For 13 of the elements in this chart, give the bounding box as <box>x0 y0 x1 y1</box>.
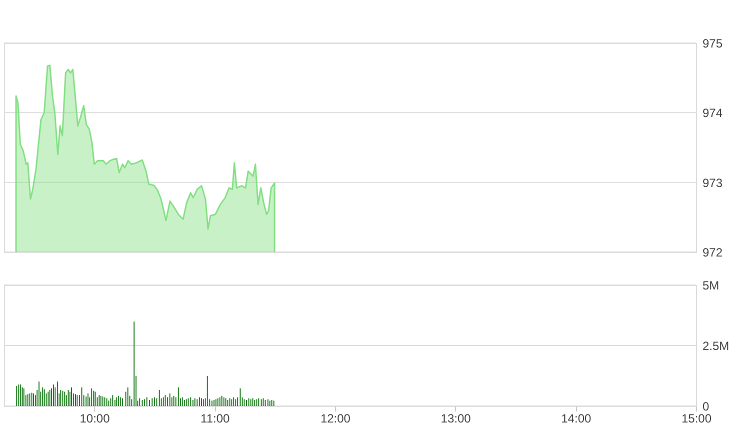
x-tick-label: 13:00 <box>440 412 472 423</box>
y-tick-label: 973 <box>702 176 723 190</box>
y-tick-label: 972 <box>702 246 723 260</box>
x-tick-label: 11:00 <box>200 412 230 423</box>
x-tick-label: 10:00 <box>80 412 110 423</box>
y-tick-label: 974 <box>702 106 723 120</box>
y-tick-label: 975 <box>702 36 723 50</box>
y-tick-label: 5M <box>702 278 720 292</box>
x-tick-label: 15:00 <box>681 412 712 423</box>
y-tick-label: 0 <box>702 400 710 414</box>
x-tick-label: 12:00 <box>320 412 351 423</box>
y-tick-label: 2.5M <box>702 339 730 353</box>
x-tick-label: 14:00 <box>561 412 592 423</box>
